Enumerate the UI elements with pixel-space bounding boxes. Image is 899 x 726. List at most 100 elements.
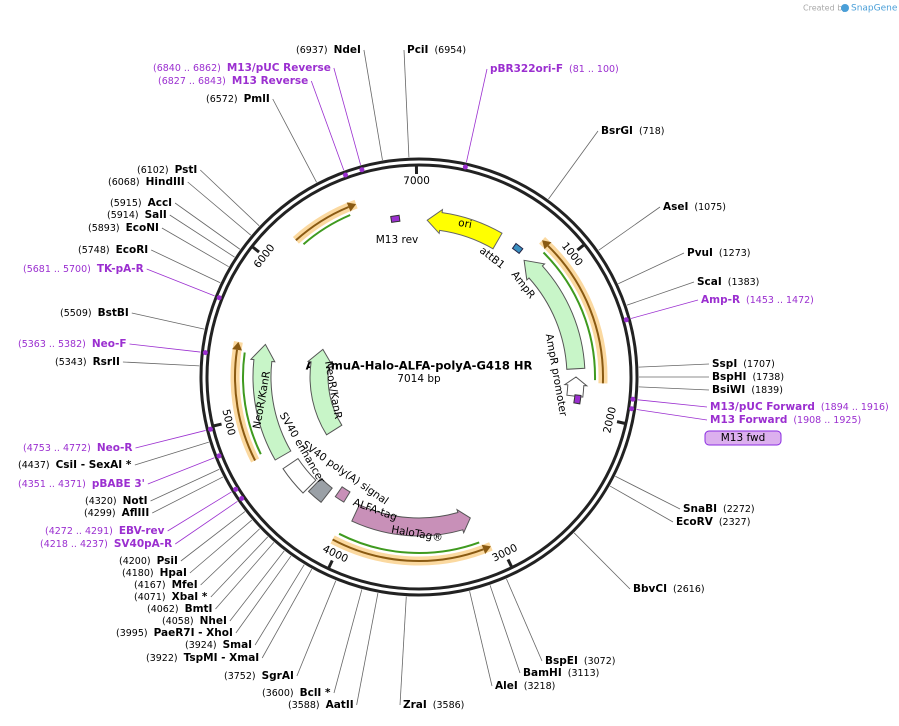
ampr-promoter-arrow [565, 377, 587, 397]
leader-line [175, 203, 240, 249]
site-position: (6827 .. 6843) [158, 76, 226, 87]
leader-line [548, 131, 598, 199]
site-name: BbvCI [633, 583, 667, 595]
leader-line [148, 458, 214, 484]
site-position: (4218 .. 4237) [40, 539, 108, 550]
site-name: PvuI [687, 247, 713, 259]
site-label: (5343)RsrII [55, 356, 120, 368]
site-position: (3995) [116, 628, 148, 639]
site-label: (6068)HindIII [108, 176, 185, 188]
site-label: ScaI(1383) [697, 276, 759, 288]
site-name: PmlI [244, 93, 270, 105]
primer-mark [217, 453, 222, 458]
site-name: HindIII [146, 176, 185, 188]
site-name: BsrGI [601, 125, 633, 137]
leader-line [123, 362, 199, 366]
leader-line [466, 69, 487, 162]
site-label: SspI(1707) [712, 358, 775, 370]
site-name: pBABE 3' [92, 478, 145, 490]
site-name: BstBI [98, 307, 129, 319]
ring-tick [328, 561, 332, 569]
site-position: (4437) [18, 460, 50, 471]
site-name: BspHI [712, 371, 746, 383]
site-label: (6840 .. 6862)M13/pUC Reverse [153, 62, 331, 74]
site-position: (1894 .. 1916) [821, 402, 889, 413]
site-label: BsiWI(1839) [712, 384, 783, 396]
site-name: XbaI * [172, 591, 208, 603]
site-label: (4058)NheI [162, 615, 227, 627]
site-label: BspEI(3072) [545, 655, 615, 667]
leader-line [639, 364, 709, 367]
site-name: HpaI [160, 567, 187, 579]
leader-line [262, 569, 312, 658]
site-name: Neo-R [97, 442, 133, 454]
site-name: Neo-F [92, 338, 127, 350]
site-label: EcoRV(2327) [676, 516, 750, 528]
site-name: TspMI - XmaI [184, 652, 260, 664]
site-label: PciI(6954) [407, 44, 466, 56]
site-name: BsiWI [712, 384, 745, 396]
ring-tick [213, 424, 222, 426]
site-name: EcoNI [126, 222, 159, 234]
site-label: (4071)XbaI * [134, 591, 208, 603]
site-position: (718) [639, 126, 665, 137]
primer-mark [208, 427, 213, 432]
ring-tick [508, 559, 512, 567]
primer-mark [343, 172, 348, 177]
site-position: (5363 .. 5382) [18, 339, 86, 350]
site-label: (4062)BmtI [147, 603, 212, 615]
site-position: (2272) [723, 504, 755, 515]
primer-mark [359, 167, 364, 172]
site-label: (5509) BstBI [60, 307, 129, 319]
ring-tick-label: 2000 [601, 406, 619, 435]
site-name: PstI [175, 164, 198, 176]
site-name: NotI [123, 495, 148, 507]
site-name: AccI [148, 197, 172, 209]
site-name: EcoRV [676, 516, 714, 528]
site-position: (5509) [60, 308, 92, 319]
site-position: (6572) [206, 94, 238, 105]
leader-line [273, 99, 317, 182]
site-label: BsrGI (718) [601, 125, 665, 137]
site-name: EcoRI [116, 244, 149, 256]
site-name: NheI [200, 615, 227, 627]
ring-tick [617, 422, 626, 424]
leader-line [610, 486, 673, 522]
site-name: AatII [326, 699, 354, 711]
site-position: (1908 .. 1925) [793, 415, 861, 426]
site-label: (6827 .. 6843)M13 Reverse [158, 75, 308, 87]
site-position: (5343) [55, 357, 87, 368]
site-position: (6954) [434, 45, 466, 56]
leader-line [151, 250, 220, 283]
site-position: (3218) [524, 681, 556, 692]
site-name: SmaI [223, 639, 253, 651]
leader-line [574, 533, 630, 589]
site-name: SspI [712, 358, 737, 370]
site-position: (3586) [433, 700, 465, 711]
site-label: (4753 .. 4772)Neo-R [23, 442, 132, 454]
site-label: (6572) PmlI [206, 93, 270, 105]
leader-line [404, 50, 409, 157]
site-label: (5363 .. 5382) Neo-F [18, 338, 127, 350]
site-label: (5748)EcoRI [78, 244, 148, 256]
leader-line [627, 282, 694, 305]
site-position: (4299) [84, 508, 116, 519]
site-label: (3752)SgrAI [224, 670, 294, 682]
site-label: (4180)HpaI [122, 567, 187, 579]
plasmid-length: 7014 bp [397, 373, 441, 385]
site-position: (5681 .. 5700) [23, 264, 91, 275]
site-position: (4062) [147, 604, 179, 615]
primer-mark [233, 487, 238, 492]
site-name: PsiI [157, 555, 178, 567]
site-name: Amp-R [701, 294, 740, 306]
site-label: (4200)PsiI [119, 555, 178, 567]
primer-mark [239, 496, 244, 501]
ring-tick [252, 246, 259, 252]
primer-mark [463, 165, 468, 170]
leader-line [618, 253, 684, 284]
site-label: (4299)AflIII [84, 507, 149, 519]
site-label: (5914)SalI [107, 209, 167, 221]
site-name: NdeI [334, 44, 361, 56]
site-position: (6937) [296, 45, 328, 56]
